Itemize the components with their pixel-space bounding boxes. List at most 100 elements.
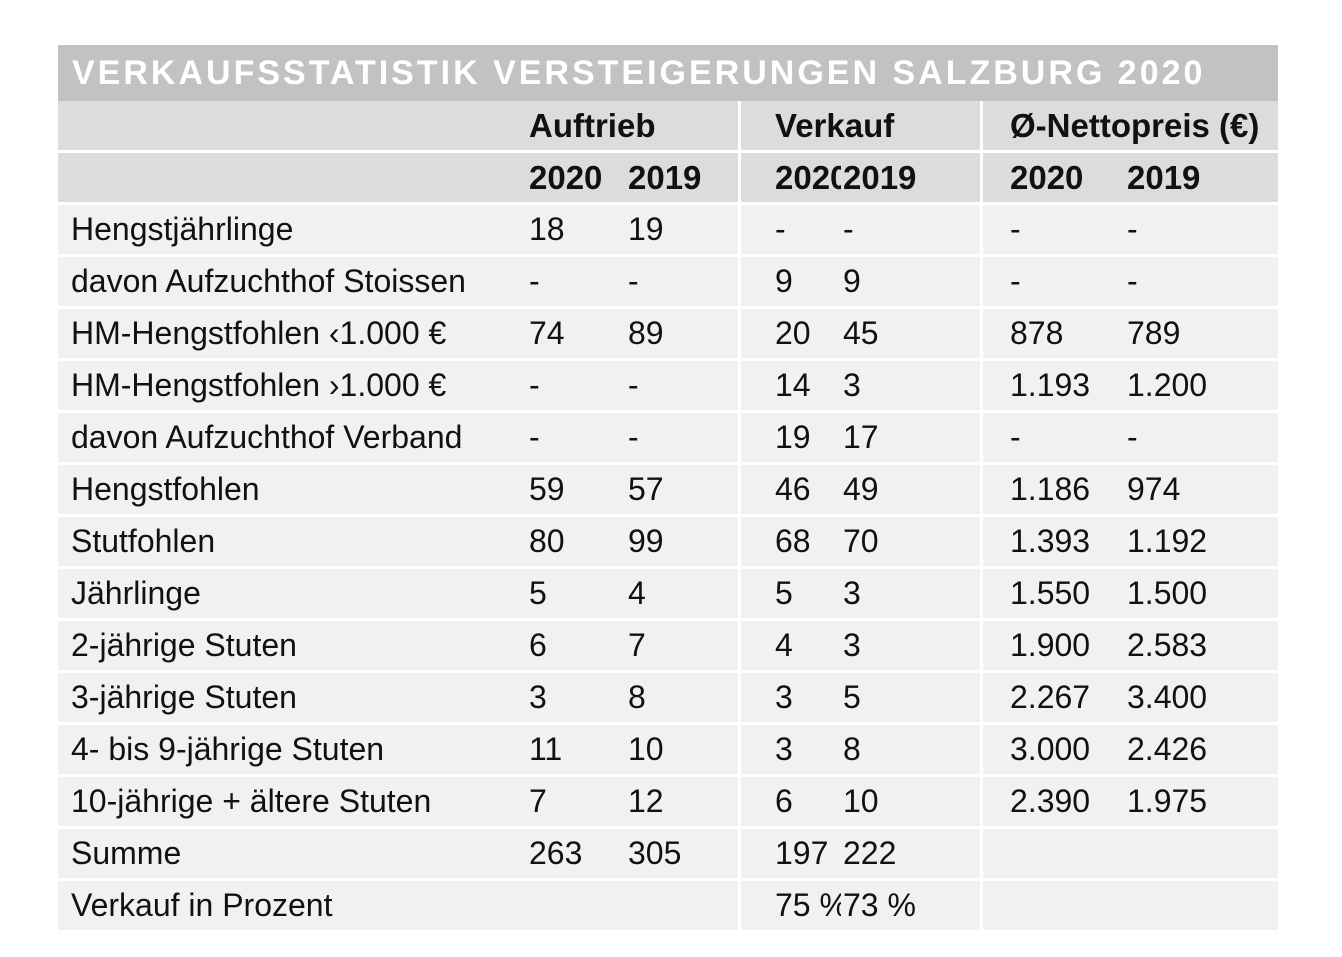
group-header-auftrieb: Auftrieb	[516, 101, 738, 153]
verkauf-2020-cell: 20	[738, 309, 841, 361]
nettopreis-2019-cell: 974	[1127, 465, 1279, 517]
sales-statistics-table: VERKAUFSSTATISTIK VERSTEIGERUNGEN SALZBU…	[58, 45, 1279, 930]
nettopreis-2019-cell: -	[1127, 257, 1279, 309]
verkauf-2019-cell: 73 %	[841, 881, 980, 930]
row-label: 4- bis 9-jährige Stuten	[58, 725, 516, 777]
table-row: 2-jährige Stuten 6 7 4 3 1.900 2.583	[58, 621, 1279, 673]
statistics-grid: Auftrieb Verkauf Ø-Nettopreis (€) 2020 2…	[58, 101, 1279, 930]
verkauf-2019-cell: 5	[841, 673, 980, 725]
auftrieb-2020-cell: 18	[516, 205, 625, 257]
year-header-auftrieb-2020: 2020	[516, 153, 625, 205]
auftrieb-2020-cell: -	[516, 413, 625, 465]
nettopreis-2020-cell: 1.186	[980, 465, 1127, 517]
table-row: davon Aufzuchthof Stoissen - -9 9- -	[58, 257, 1279, 309]
row-label: HM-Hengstfohlen ‹1.000 €	[58, 309, 516, 361]
auftrieb-2020-cell: 7	[516, 777, 625, 829]
nettopreis-2019-cell: 2.583	[1127, 621, 1279, 673]
verkauf-2020-cell: 197	[738, 829, 841, 881]
auftrieb-2019-cell	[625, 881, 738, 930]
table-row: HM-Hengstfohlen ›1.000 € - -14 3 1.193 1.200	[58, 361, 1279, 413]
auftrieb-2019-cell: -	[625, 413, 738, 465]
auftrieb-2019-cell: 10	[625, 725, 738, 777]
table-row: Stutfohlen 80 99 68 70 1.393 1.192	[58, 517, 1279, 569]
year-header-verkauf-2020: 2020	[738, 153, 841, 205]
auftrieb-2019-cell: -	[625, 361, 738, 413]
row-label: Hengstfohlen	[58, 465, 516, 517]
nettopreis-2019-cell: -	[1127, 205, 1279, 257]
table-title: VERKAUFSSTATISTIK VERSTEIGERUNGEN SALZBU…	[58, 45, 1278, 101]
verkauf-2020-cell: 6	[738, 777, 841, 829]
nettopreis-2020-cell: -	[980, 257, 1127, 309]
verkauf-2019-cell: 70	[841, 517, 980, 569]
nettopreis-2020-cell	[980, 829, 1127, 881]
auftrieb-2019-cell: 19	[625, 205, 738, 257]
row-label: davon Aufzuchthof Stoissen	[58, 257, 516, 309]
nettopreis-2020-cell: 2.267	[980, 673, 1127, 725]
row-label: HM-Hengstfohlen ›1.000 €	[58, 361, 516, 413]
verkauf-2019-cell: 3	[841, 621, 980, 673]
auftrieb-2020-cell: 263	[516, 829, 625, 881]
verkauf-2020-cell: 3	[738, 673, 841, 725]
nettopreis-2019-cell	[1127, 881, 1279, 930]
verkauf-2019-cell: 10	[841, 777, 980, 829]
auftrieb-2019-cell: 8	[625, 673, 738, 725]
year-header-row: 2020 2019 2020 2019 2020 2019	[58, 153, 1279, 205]
verkauf-2020-cell: 68	[738, 517, 841, 569]
auftrieb-2020-cell: 6	[516, 621, 625, 673]
auftrieb-2020-cell: 59	[516, 465, 625, 517]
nettopreis-2019-cell: 2.426	[1127, 725, 1279, 777]
verkauf-2020-cell: 3	[738, 725, 841, 777]
table-row: Verkauf in Prozent 75 % 73 %	[58, 881, 1279, 930]
nettopreis-2020-cell: -	[980, 205, 1127, 257]
verkauf-2019-cell: 3	[841, 569, 980, 621]
header-blank-cell	[58, 101, 516, 153]
nettopreis-2020-cell: 3.000	[980, 725, 1127, 777]
verkauf-2019-cell: 17	[841, 413, 980, 465]
nettopreis-2020-cell: 878	[980, 309, 1127, 361]
table-row: Summe 263 305 197 222	[58, 829, 1279, 881]
row-label: Jährlinge	[58, 569, 516, 621]
row-label: 3-jährige Stuten	[58, 673, 516, 725]
auftrieb-2020-cell: 80	[516, 517, 625, 569]
verkauf-2020-cell: 4	[738, 621, 841, 673]
nettopreis-2020-cell: 2.390	[980, 777, 1127, 829]
nettopreis-2019-cell: 1.500	[1127, 569, 1279, 621]
auftrieb-2019-cell: 99	[625, 517, 738, 569]
verkauf-2019-cell: 49	[841, 465, 980, 517]
auftrieb-2019-cell: -	[625, 257, 738, 309]
row-label: Verkauf in Prozent	[58, 881, 516, 930]
verkauf-2020-cell: -	[738, 205, 841, 257]
verkauf-2019-cell: 222	[841, 829, 980, 881]
nettopreis-2019-cell: 789	[1127, 309, 1279, 361]
table-row: Hengstfohlen 59 57 46 49 1.186 974	[58, 465, 1279, 517]
verkauf-2019-cell: 8	[841, 725, 980, 777]
verkauf-2019-cell: 45	[841, 309, 980, 361]
table-row: Jährlinge 5 4 5 3 1.550 1.500	[58, 569, 1279, 621]
verkauf-2020-cell: 9	[738, 257, 841, 309]
auftrieb-2019-cell: 89	[625, 309, 738, 361]
row-label: Stutfohlen	[58, 517, 516, 569]
verkauf-2019-cell: -	[841, 205, 980, 257]
row-label: 2-jährige Stuten	[58, 621, 516, 673]
table-row: 10-jährige + ältere Stuten 7 12 6 10 2.390 1.9…	[58, 777, 1279, 829]
group-header-row: Auftrieb Verkauf Ø-Nettopreis (€)	[58, 101, 1279, 153]
year-header-verkauf-2019: 2019	[841, 153, 980, 205]
table-row: Hengstjährlinge 18 19- - - -	[58, 205, 1279, 257]
row-label: 10-jährige + ältere Stuten	[58, 777, 516, 829]
group-header-verkauf: Verkauf	[738, 101, 980, 153]
nettopreis-2019-cell: 1.192	[1127, 517, 1279, 569]
auftrieb-2020-cell: 11	[516, 725, 625, 777]
nettopreis-2020-cell: 1.193	[980, 361, 1127, 413]
verkauf-2020-cell: 75 %	[738, 881, 841, 930]
verkauf-2020-cell: 5	[738, 569, 841, 621]
nettopreis-2019-cell	[1127, 829, 1279, 881]
verkauf-2019-cell: 9	[841, 257, 980, 309]
auftrieb-2020-cell	[516, 881, 625, 930]
nettopreis-2019-cell: 1.200	[1127, 361, 1279, 413]
nettopreis-2020-cell	[980, 881, 1127, 930]
table-row: HM-Hengstfohlen ‹1.000 €74 89 20 45 878 789	[58, 309, 1279, 361]
year-header-nettopreis-2019: 2019	[1127, 153, 1279, 205]
header-blank-cell	[58, 153, 516, 205]
auftrieb-2019-cell: 305	[625, 829, 738, 881]
auftrieb-2019-cell: 4	[625, 569, 738, 621]
